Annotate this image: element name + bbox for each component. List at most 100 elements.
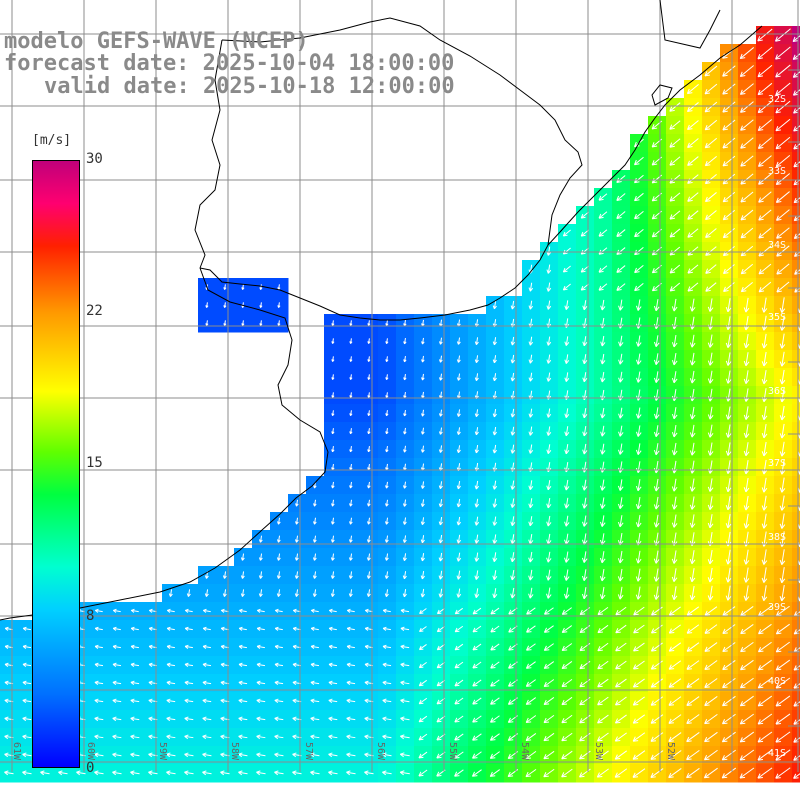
wind-arrow [258, 553, 263, 561]
wind-arrow [564, 408, 570, 418]
wind-arrow [669, 228, 681, 238]
wind-arrow [546, 444, 552, 454]
wind-arrow [633, 606, 645, 616]
wind-arrow [310, 626, 319, 631]
wind-arrow [456, 373, 461, 381]
wind-arrow [528, 426, 534, 436]
wind-arrow [528, 354, 534, 364]
wind-arrow [705, 228, 717, 238]
wind-arrow [775, 173, 791, 186]
wind-arrow [635, 568, 642, 582]
wind-arrow [668, 624, 681, 634]
wind-arrow [704, 101, 718, 113]
wind-arrow [707, 352, 714, 366]
wind-arrow [775, 623, 790, 635]
wind-arrow [310, 734, 320, 740]
wind-arrow [438, 570, 444, 580]
wind-arrow [4, 770, 14, 776]
wind-arrow [725, 549, 732, 565]
lon-label: 52W [665, 742, 676, 761]
wind-arrow [420, 481, 425, 489]
wind-arrow [384, 589, 389, 597]
wind-arrow [668, 732, 682, 742]
wind-arrow [761, 297, 768, 313]
wind-arrow [419, 626, 427, 633]
wind-arrow [402, 589, 407, 598]
wind-arrow [490, 679, 500, 687]
wind-arrow [438, 588, 444, 598]
wind-arrow [274, 770, 284, 776]
wind-arrow [597, 624, 609, 634]
wind-arrow [202, 608, 211, 613]
wind-arrow [707, 478, 714, 492]
wind-arrow [546, 426, 552, 436]
wind-arrow [528, 444, 534, 454]
wind-arrow [492, 337, 497, 346]
wind-arrow [740, 137, 754, 149]
wind-arrow [689, 496, 696, 510]
wind-arrow [295, 499, 299, 507]
wind-arrow [775, 46, 791, 60]
wind-arrow [184, 734, 194, 740]
wind-arrow [258, 571, 263, 579]
wind-arrow [687, 282, 699, 292]
wind-arrow [310, 698, 320, 704]
wind-arrow [94, 716, 104, 722]
wind-arrow [686, 767, 700, 779]
wind-arrow [454, 751, 464, 759]
wind-arrow [779, 315, 786, 331]
wind-arrow [438, 552, 444, 562]
wind-arrow [492, 534, 498, 544]
wind-arrow [184, 770, 194, 776]
lon-label: 61W [11, 742, 22, 761]
wind-arrow [456, 355, 461, 363]
wind-arrow [456, 570, 462, 580]
wind-arrow [525, 697, 537, 705]
colorbar-tick-30: 30 [86, 151, 103, 167]
wind-arrow [402, 535, 407, 543]
wind-arrow [668, 750, 682, 761]
wind-arrow [277, 517, 281, 525]
wind-arrow [385, 499, 389, 507]
wind-arrow [775, 659, 791, 671]
wind-arrow [707, 406, 714, 420]
wind-arrow [757, 767, 773, 779]
wind-arrow [474, 480, 480, 490]
forecast-date: forecast date: 2025-10-04 18:00:00 [4, 51, 455, 76]
lat-label: 40S [768, 676, 787, 687]
wind-arrow [349, 392, 353, 398]
wind-arrow [689, 370, 696, 384]
wind-arrow [510, 480, 516, 490]
wind-arrow [184, 608, 193, 613]
wind-arrow [596, 750, 609, 760]
wind-arrow [775, 677, 791, 689]
wind-cell [792, 296, 800, 315]
wind-arrow [238, 770, 248, 776]
lat-label: 33S [768, 166, 787, 177]
wind-arrow [346, 770, 356, 776]
wind-arrow [618, 371, 624, 383]
wind-arrow [546, 515, 552, 527]
wind-arrow [581, 569, 588, 582]
wind-arrow [669, 246, 681, 256]
wind-arrow [349, 517, 353, 525]
wind-arrow [492, 570, 498, 581]
wind-cell [792, 278, 800, 297]
wind-arrow [256, 734, 266, 740]
wind-arrow [582, 354, 588, 365]
wind-cell [792, 260, 800, 279]
wind-arrow [705, 210, 717, 221]
wind-arrow [528, 408, 534, 418]
wind-arrow [757, 28, 773, 42]
wind-arrow [492, 498, 498, 508]
wind-arrow [418, 697, 428, 705]
wind-arrow [420, 535, 425, 544]
wind-arrow [184, 752, 194, 758]
wind-arrow [632, 750, 646, 760]
wind-arrow [634, 228, 644, 238]
wind-cell [792, 440, 800, 459]
lat-label: 38S [768, 532, 787, 543]
wind-arrow [454, 625, 464, 633]
wind-arrow [240, 589, 245, 597]
wind-arrow [564, 372, 570, 382]
